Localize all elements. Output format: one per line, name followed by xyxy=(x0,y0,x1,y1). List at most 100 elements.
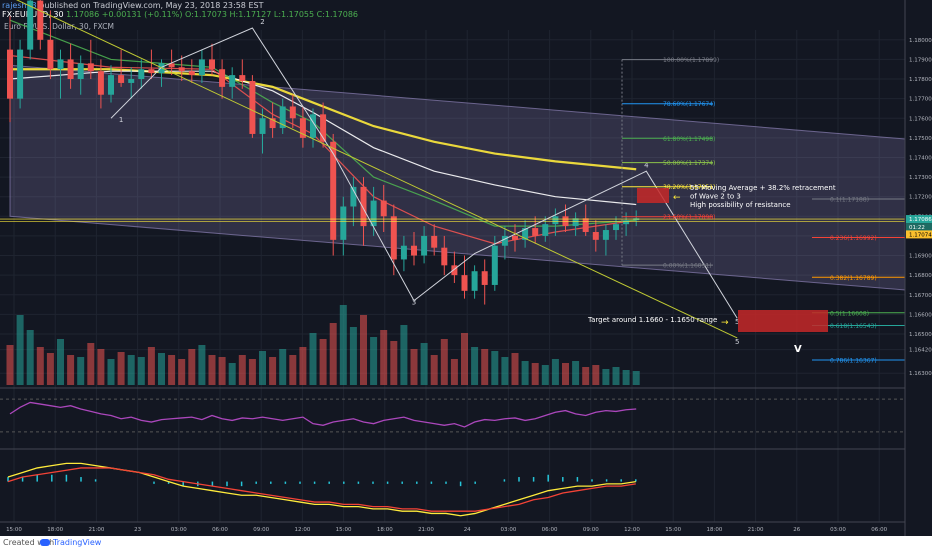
ma-price-badge-text: 1.17074 xyxy=(909,232,932,238)
volume-bar xyxy=(168,355,176,385)
volume-bar xyxy=(228,363,236,385)
time-tick: 21:00 xyxy=(748,527,764,533)
volume-bar xyxy=(339,305,347,385)
volume-bar xyxy=(592,365,600,385)
time-tick: 15:00 xyxy=(665,527,681,533)
time-tick: 09:00 xyxy=(253,527,269,533)
volume-bar xyxy=(178,359,186,385)
price-tick: 1.17400 xyxy=(909,155,932,161)
volume-bar xyxy=(36,347,44,385)
candle-body xyxy=(512,235,518,240)
price-axis-bg xyxy=(905,0,932,536)
volume-bar xyxy=(501,357,509,385)
candle-body xyxy=(289,106,296,119)
annotation-resistance: 55 Moving Average + 38.2% retracement xyxy=(690,184,836,192)
candle-body xyxy=(259,118,266,134)
price-axis: 1.18000 1.17900 1.17800 1.17700 1.17600 1.175… xyxy=(904,0,932,536)
resistance-zone xyxy=(637,188,669,203)
volume-bar xyxy=(582,367,590,385)
signal-line xyxy=(7,467,636,512)
projection-line xyxy=(15,0,738,339)
open-value: O:1.17073 xyxy=(185,10,227,19)
candle-body xyxy=(320,114,327,142)
candle-body xyxy=(249,80,256,134)
volume-bar xyxy=(158,353,165,385)
volume-bar xyxy=(562,363,569,385)
volume-bar xyxy=(461,333,468,385)
fibonacci-extension: 0.1(1.17188) 0.236(1.16992) 0.382(1.16789)… xyxy=(812,197,905,365)
fib-level-label: 100.00%(1.17899) xyxy=(663,57,719,64)
time-tick: 03:00 xyxy=(500,527,516,533)
target-zone xyxy=(738,310,828,332)
countdown-badge xyxy=(906,223,932,232)
volume-bar xyxy=(450,359,458,385)
candle-body xyxy=(431,235,438,248)
rsi-line xyxy=(9,401,637,428)
candle-body xyxy=(592,231,599,240)
candle-body xyxy=(602,230,609,240)
candle-body xyxy=(441,247,448,266)
high-value: H:1.17127 xyxy=(229,10,272,19)
time-tick: 06:00 xyxy=(871,527,887,533)
publisher-line: rajesh13 published on TradingView.com, M… xyxy=(2,1,263,10)
time-tick: 12:00 xyxy=(294,527,310,533)
time-tick: 23 xyxy=(134,527,141,533)
candle-body xyxy=(37,0,44,40)
candle-body xyxy=(128,79,135,83)
extension-level-label: 0.382(1.16789) xyxy=(830,275,877,282)
price-tick: 1.17800 xyxy=(909,77,932,83)
volume-bar xyxy=(491,351,499,385)
candle-body xyxy=(229,75,236,87)
annotation-target: Target around 1.1660 - 1.1650 range xyxy=(587,316,717,324)
time-tick: 21:00 xyxy=(418,527,434,533)
time-tick: 03:00 xyxy=(830,527,846,533)
publisher-user[interactable]: rajesh13 xyxy=(2,1,37,10)
footer-brand[interactable]: TradingView xyxy=(53,538,102,547)
volume-bar xyxy=(137,357,145,385)
tradingview-logo-icon xyxy=(40,539,50,546)
candle-body xyxy=(542,224,549,236)
wave-label: 5 xyxy=(735,318,739,326)
volume-bar xyxy=(46,353,54,385)
volume-bar xyxy=(117,352,125,385)
close-value: C:1.17086 xyxy=(316,10,359,19)
candle-body xyxy=(269,118,276,129)
time-tick: 24 xyxy=(464,527,471,533)
candle-body xyxy=(87,63,94,72)
time-tick: 15:00 xyxy=(336,527,352,533)
candle-body xyxy=(67,59,74,80)
annotations: 55 Moving Average + 38.2% retracementof … xyxy=(587,184,836,332)
price-tick: 1.17900 xyxy=(909,57,932,63)
candle-body xyxy=(623,220,630,225)
candle-body xyxy=(279,106,286,129)
volume-bar xyxy=(430,355,438,385)
candle-body xyxy=(380,200,387,217)
arrow-right-icon: → xyxy=(721,318,729,328)
fib-level-label: 50.00%(1.17374) xyxy=(663,160,715,167)
candle-body xyxy=(491,245,498,285)
volume-bar xyxy=(380,330,388,385)
volume-bar xyxy=(572,361,580,385)
annotation-resistance: of Wave 2 to 3 xyxy=(690,193,741,201)
price-tick: 1.17600 xyxy=(909,116,932,122)
price-tick: 1.16300 xyxy=(909,371,932,377)
volume-bar xyxy=(360,315,367,385)
countdown-badge-text: 01:22 xyxy=(909,225,925,231)
rsi-pane: 60.000040.0000 xyxy=(0,387,932,433)
candle-body xyxy=(299,118,306,138)
volume-bar xyxy=(299,347,307,385)
candle-body xyxy=(411,245,417,256)
candle-body xyxy=(47,39,54,70)
volume-bar xyxy=(238,355,246,385)
volume-bar xyxy=(107,359,115,385)
last-price-badge xyxy=(906,215,932,224)
wave-label: 4 xyxy=(644,161,649,169)
volume-bar xyxy=(16,315,24,385)
candle-body xyxy=(360,186,367,227)
candle-body xyxy=(532,228,539,236)
wave-count-drawing: 1 2 3 4 5 5 V xyxy=(15,0,802,355)
volume-bar xyxy=(390,341,398,385)
price-tick: 1.16600 xyxy=(909,312,932,318)
candle-body xyxy=(188,71,195,76)
